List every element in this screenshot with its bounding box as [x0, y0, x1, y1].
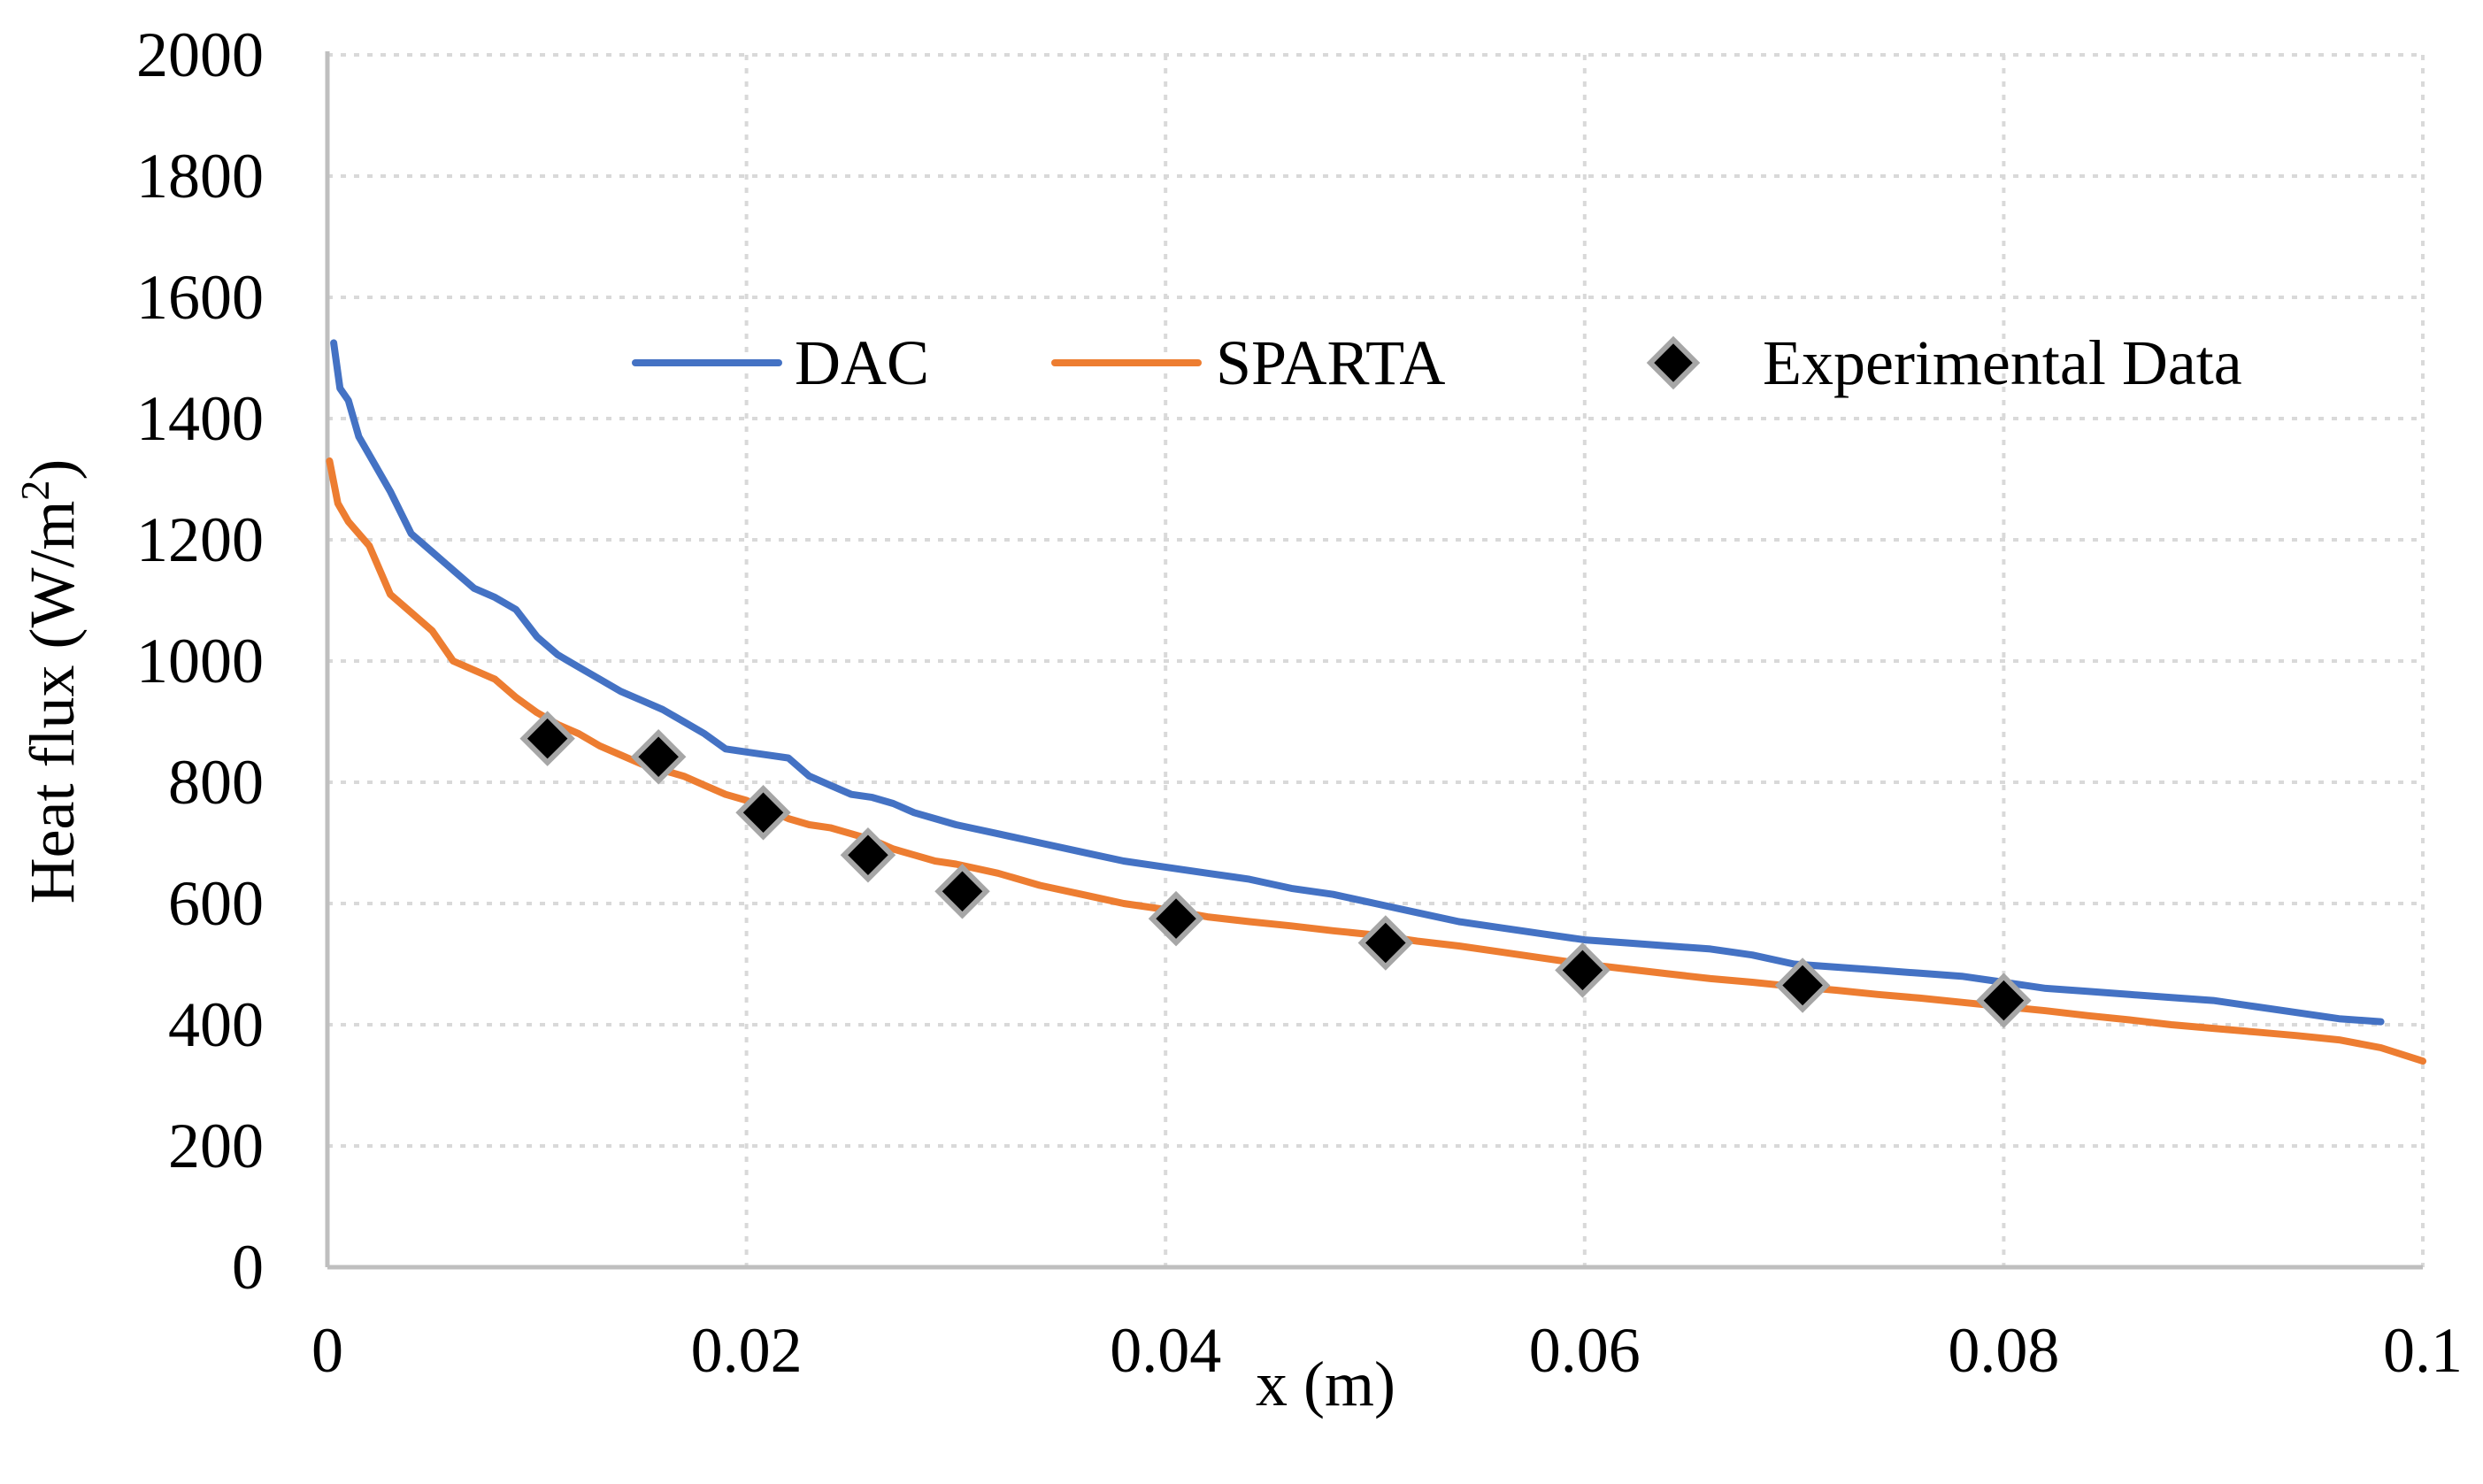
data-point-marker	[630, 728, 687, 785]
marker-layer	[519, 711, 2032, 1028]
y-tick-label: 800	[168, 747, 264, 818]
x-axis-title: x (m)	[1256, 1349, 1395, 1419]
y-axis-title: Heat flux (W/m2)	[12, 459, 88, 904]
y-tick-label: 2000	[136, 19, 264, 90]
x-tick-label: 0.04	[1110, 1315, 1221, 1386]
x-tick-label: 0	[311, 1315, 343, 1386]
y-tick-label: 1200	[136, 504, 264, 575]
data-point-marker	[934, 864, 990, 919]
y-tick-label: 600	[168, 868, 264, 939]
legend-sparta-label: SPARTA	[1216, 327, 1445, 398]
y-axis-title-main: Heat flux (W/m	[17, 501, 88, 904]
data-point-marker	[1555, 942, 1610, 998]
series-line-sparta	[326, 457, 2426, 1065]
data-point-marker	[1976, 973, 2032, 1028]
series-layer	[326, 339, 2426, 1065]
y-tick-label: 200	[168, 1111, 264, 1181]
y-tick-label: 1400	[136, 383, 264, 454]
x-tick-label: 0.02	[691, 1315, 803, 1386]
y-axis-title-superscript: 2	[12, 481, 58, 501]
y-axis-title-close: )	[17, 459, 88, 481]
x-tick-label: 0.06	[1529, 1315, 1641, 1386]
data-point-marker	[840, 827, 896, 883]
data-point-marker	[1148, 890, 1204, 947]
y-tick-label: 400	[168, 989, 264, 1060]
x-tick-label: 0.08	[1948, 1315, 2059, 1386]
tick-label-layer: 0 200 400 600 800 1000 1200 1400 1600 1800 2000 0 0.…	[136, 19, 2463, 1386]
legend-experimental-marker	[1646, 335, 1701, 390]
series-line-dac	[330, 339, 2385, 1026]
y-tick-label: 1000	[136, 626, 264, 696]
grid-layer	[327, 53, 2425, 1267]
axis-layer	[325, 51, 2423, 1270]
data-point-marker	[735, 785, 791, 841]
data-point-marker	[1774, 957, 1831, 1013]
x-tick-label: 0.1	[2383, 1315, 2463, 1386]
legend-dac-label: DAC	[795, 327, 929, 398]
legend: DAC SPARTA Experimental Data	[632, 327, 2242, 398]
legend-experimental-label: Experimental Data	[1763, 327, 2242, 398]
y-tick-label: 1800	[136, 141, 264, 211]
data-point-marker	[519, 711, 575, 766]
data-point-marker	[1357, 915, 1414, 971]
y-tick-label: 0	[232, 1232, 264, 1303]
y-tick-label: 1600	[136, 262, 264, 333]
